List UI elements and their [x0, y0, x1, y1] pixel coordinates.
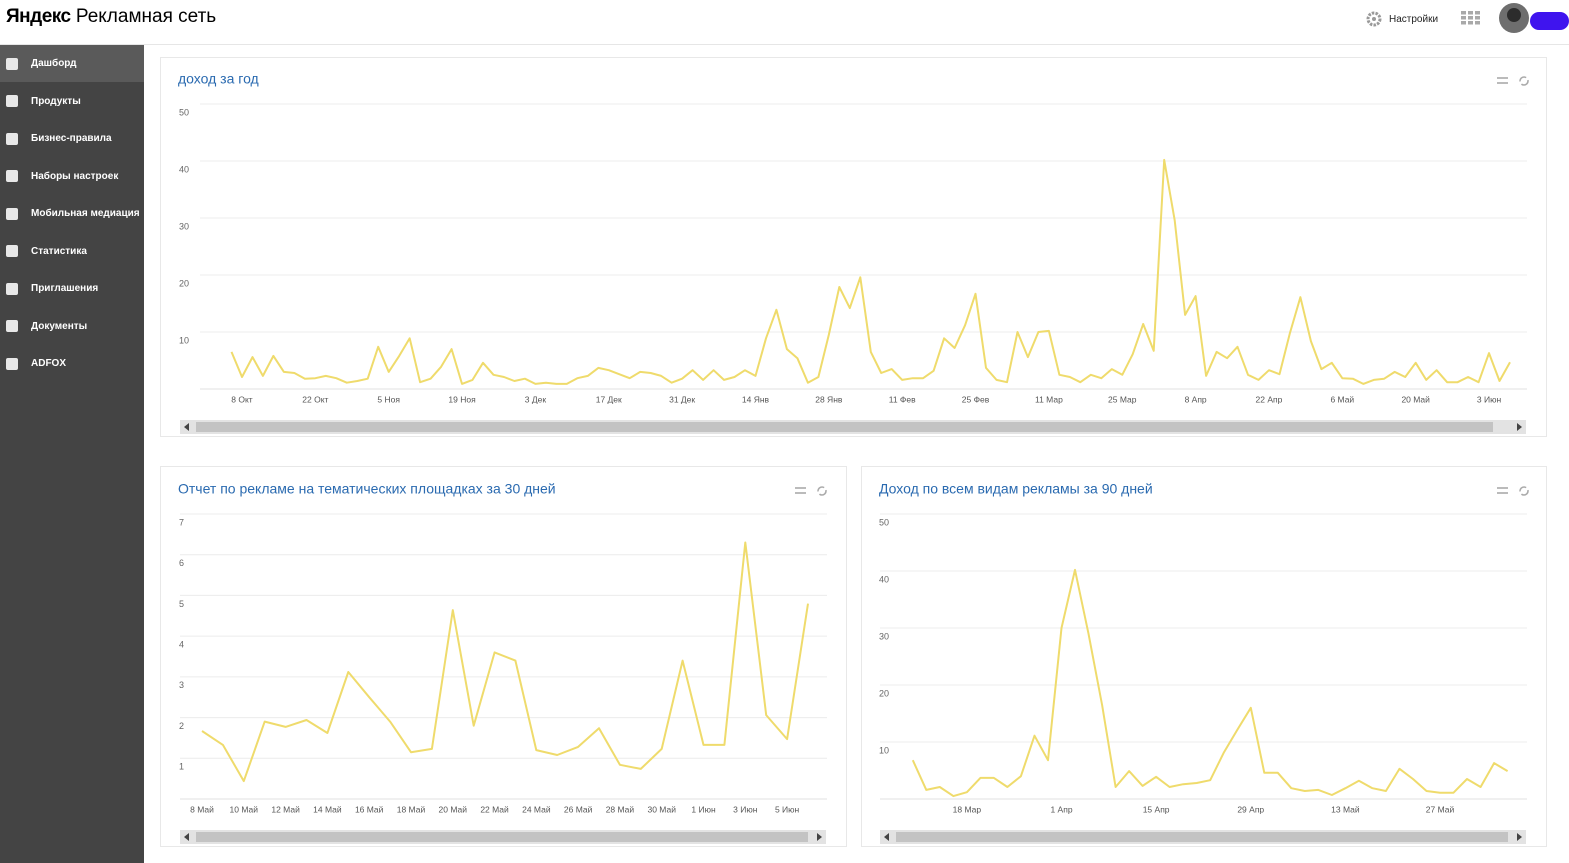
menu-icon — [6, 207, 18, 220]
logo-product: Рекламная сеть — [75, 6, 217, 27]
sidebar: Дашборд Продукты Бизнес-правила Наборы наст… — [0, 45, 144, 863]
menu-label: Дашборд — [31, 58, 77, 69]
menu-item[interactable]: Приглашения — [0, 270, 144, 307]
menu-label: Наборы настроек — [31, 170, 119, 182]
scrollbar[interactable] — [180, 830, 826, 844]
menu-item[interactable]: Продукты — [0, 83, 144, 120]
scroll-thumb[interactable] — [196, 422, 1493, 432]
scroll-right[interactable] — [1517, 423, 1522, 431]
settings-label: Настройки — [1389, 13, 1439, 25]
settings[interactable]: Настройки — [1366, 11, 1438, 27]
menu-label: ADFOX — [31, 358, 66, 369]
menu-item[interactable]: Документы — [0, 308, 144, 345]
menu-item[interactable]: Дашборд — [0, 45, 144, 82]
scroll-thumb[interactable] — [896, 832, 1508, 842]
scroll-right[interactable] — [817, 833, 822, 841]
card — [160, 57, 1547, 437]
card — [861, 466, 1547, 847]
user-menu[interactable] — [1498, 2, 1569, 34]
scroll-thumb[interactable] — [196, 832, 808, 842]
card — [160, 466, 847, 847]
menu-icon — [6, 357, 18, 370]
scroll-left[interactable] — [184, 423, 189, 431]
logo-brand: Яндекс — [6, 6, 71, 27]
menu-label: Документы — [31, 320, 88, 332]
menu-icon — [6, 170, 18, 182]
scroll-right[interactable] — [1517, 833, 1522, 841]
menu-label: Продукты — [31, 95, 81, 107]
menu-label: Приглашения — [31, 283, 99, 294]
menu-label: Бизнес-правила — [31, 133, 112, 144]
menu-item[interactable]: ADFOX — [0, 345, 144, 382]
menu-icon — [6, 245, 18, 257]
menu-label: Мобильная медиация — [31, 208, 140, 219]
menu-item[interactable]: Мобильная медиация — [0, 195, 144, 232]
scrollbar[interactable] — [880, 830, 1526, 844]
scroll-left[interactable] — [184, 833, 189, 841]
menu-icon — [6, 132, 18, 145]
menu-icon — [6, 95, 18, 107]
apps-icon[interactable] — [1461, 11, 1481, 25]
header: Яндекс Рекламная сеть Настройки — [0, 0, 1569, 45]
menu-item[interactable]: Наборы настроек — [0, 158, 144, 195]
menu-icon — [6, 320, 18, 332]
menu-label: Статистика — [31, 245, 87, 257]
menu-item[interactable]: Бизнес-правила — [0, 120, 144, 157]
gear-icon — [1366, 11, 1382, 27]
scrollbar[interactable] — [180, 420, 1526, 434]
logo[interactable]: Яндекс Рекламная сеть — [6, 6, 216, 28]
menu-icon — [6, 282, 18, 295]
menu-item[interactable]: Статистика — [0, 233, 144, 270]
menu-icon — [6, 57, 18, 70]
scroll-left[interactable] — [884, 833, 889, 841]
